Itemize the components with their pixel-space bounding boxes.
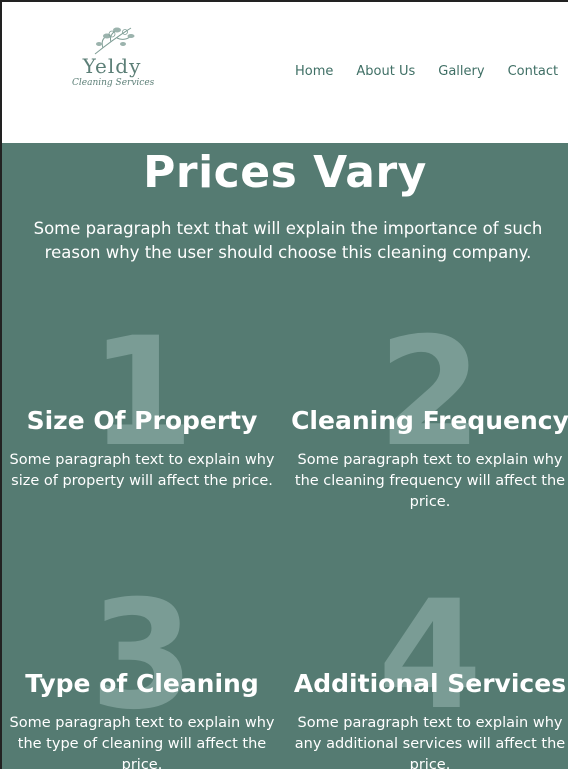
nav-gallery[interactable]: Gallery [438,64,485,79]
factor-card-1: 1 Size Of Property Some paragraph text t… [2,318,282,492]
factor-card-4: 4 Additional Services Some paragraph tex… [290,581,568,769]
nav-contact[interactable]: Contact [507,64,559,79]
factor-number: 4 [377,569,483,743]
intro-paragraph: Some paragraph text that will explain th… [33,219,543,262]
nav-about-us[interactable]: About Us [356,64,416,79]
factor-card-2: 2 Cleaning Frequency Some paragraph text… [290,318,568,513]
factor-title: Type of Cleaning [25,669,259,698]
factor-number: 1 [89,306,195,480]
factor-number: 2 [377,306,483,480]
brand-tagline: Cleaning Services [72,78,155,88]
page-title: Prices Vary [143,147,427,198]
factor-description: Some paragraph text to explain why the t… [9,715,275,769]
floral-sprig-icon [94,27,135,55]
brand-logo[interactable]: Yeldy Cleaning Services [72,24,155,104]
site-header: Yeldy Cleaning Services Home About Us Ga… [2,2,568,143]
factor-title: Cleaning Frequency [291,406,568,435]
factor-title: Size Of Property [26,406,258,435]
factor-description: Some paragraph text to explain why size … [9,452,275,489]
factor-number: 3 [89,569,195,743]
factor-description: Some paragraph text to explain why the c… [294,452,566,510]
pricing-section: Prices Vary Some paragraph text that wil… [2,143,568,769]
factor-description: Some paragraph text to explain why any a… [294,715,566,769]
brand-name: Yeldy [82,54,142,78]
factor-card-3: 3 Type of Cleaning Some paragraph text t… [2,581,282,769]
main-nav: Home About Us Gallery Contact [295,64,568,79]
factor-title: Additional Services [293,669,567,698]
nav-home[interactable]: Home [295,64,334,79]
